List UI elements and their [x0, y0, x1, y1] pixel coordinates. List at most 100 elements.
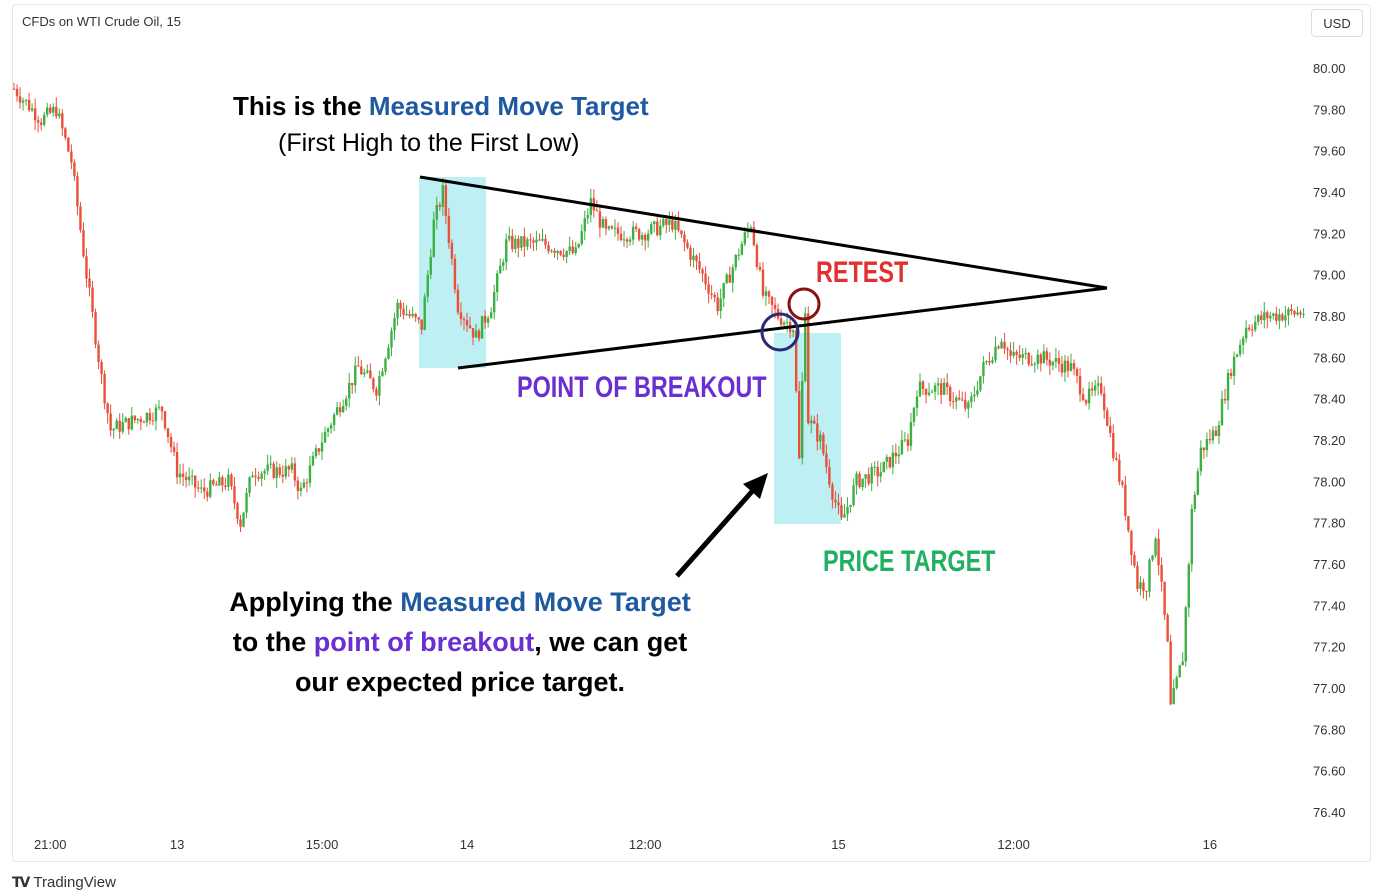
candle-body [1033, 363, 1036, 365]
candle-body [604, 219, 608, 229]
candle-body [142, 421, 146, 423]
breakout-circle [760, 312, 800, 352]
candle-body [438, 204, 442, 207]
candle-body [435, 204, 438, 220]
candle-body [1106, 410, 1109, 426]
price-tick-label: 77.20 [1313, 640, 1346, 655]
candle-body [236, 503, 239, 520]
candle-body [716, 297, 719, 312]
candle-body [1103, 393, 1106, 411]
text-highlight: Measured Move Target [400, 587, 691, 617]
candle-body [900, 439, 904, 455]
candle-body [375, 389, 378, 396]
candle-body [348, 382, 351, 399]
candle-body [1118, 459, 1121, 482]
candle-body [194, 475, 197, 488]
price-tick-label: 79.00 [1313, 268, 1346, 283]
currency-button[interactable]: USD [1311, 9, 1363, 37]
brand-name: TradingView [33, 874, 116, 891]
candle-body [559, 251, 562, 255]
candle-body [1226, 372, 1230, 401]
candle-body [181, 473, 185, 477]
candle-body [583, 218, 586, 232]
candle-body [1100, 383, 1103, 394]
candle-body [650, 224, 653, 234]
candle-body [49, 107, 52, 113]
candle-body [532, 240, 535, 243]
candle-body [1060, 363, 1064, 373]
time-axis[interactable]: 21:00 13 15:00 14 12:00 15 12:00 16 [34, 837, 1217, 852]
candle-body [1039, 354, 1042, 364]
retest-circle [787, 287, 821, 321]
candle-body [1139, 582, 1142, 589]
candle-body [257, 477, 260, 479]
breakout-label: POINT OF BREAKOUT [517, 371, 767, 404]
candle-body [1145, 591, 1148, 593]
candle-body [209, 480, 212, 497]
candle-body [372, 378, 375, 390]
candle-body [1124, 484, 1127, 517]
candle-body [30, 108, 34, 111]
candle-body [1127, 516, 1130, 531]
candle-body [67, 137, 70, 152]
candle-body [514, 238, 517, 250]
candle-body [1184, 607, 1187, 662]
candle-body [329, 425, 333, 429]
candle-body [671, 219, 674, 230]
candle-body [100, 362, 103, 375]
candle-body [1057, 357, 1061, 364]
candle-body [707, 284, 710, 294]
time-tick-label: 14 [460, 837, 474, 852]
candle-body [541, 238, 544, 241]
explanation-line-3: our expected price target. [294, 667, 626, 697]
candle-body [1121, 481, 1124, 485]
candle-body [967, 402, 970, 409]
candle-body [580, 231, 583, 244]
candle-body [317, 448, 321, 452]
candle-body [323, 432, 327, 443]
candle-body [782, 322, 786, 325]
candle-body [849, 504, 852, 507]
candle-body [1133, 555, 1136, 566]
candle-body [85, 256, 88, 279]
candle-body [816, 423, 819, 442]
candle-body [927, 392, 931, 395]
candle-body [517, 238, 520, 248]
price-tick-label: 78.40 [1313, 392, 1346, 407]
candle-body [773, 304, 777, 309]
candle-body [571, 246, 574, 254]
time-tick-label: 15:00 [306, 837, 339, 852]
candle-body [562, 254, 565, 257]
candle-body [1202, 447, 1206, 451]
candle-body [206, 491, 209, 497]
candle-body [949, 387, 952, 402]
candle-body [1018, 354, 1021, 358]
candle-body [480, 316, 484, 339]
price-tick-label: 77.40 [1313, 598, 1346, 613]
candle-body [18, 96, 22, 103]
candle-body [24, 99, 28, 101]
candle-body [674, 221, 677, 230]
candle-body [843, 514, 846, 518]
candle-body [1142, 582, 1145, 592]
candle-body [1217, 425, 1221, 437]
candle-body [906, 439, 910, 446]
candle-body [453, 258, 457, 290]
candle-body [1172, 687, 1175, 705]
candle-body [302, 482, 306, 488]
price-tick-label: 76.60 [1313, 764, 1346, 779]
candle-body [695, 255, 698, 262]
candle-body [749, 227, 753, 230]
candle-body [1003, 341, 1006, 349]
tradingview-logo[interactable]: TV TradingView [12, 874, 116, 891]
time-tick-label: 12:00 [629, 837, 662, 852]
candle-body [1154, 538, 1157, 556]
candle-body [1130, 530, 1133, 556]
candle-body [444, 185, 448, 217]
price-axis[interactable]: 80.00 79.80 79.60 79.40 79.20 79.00 78.80 78.60… [1313, 61, 1346, 820]
candle-body [239, 519, 242, 527]
candle-body [112, 428, 115, 431]
candle-body [296, 480, 300, 491]
candle-body [918, 381, 922, 397]
